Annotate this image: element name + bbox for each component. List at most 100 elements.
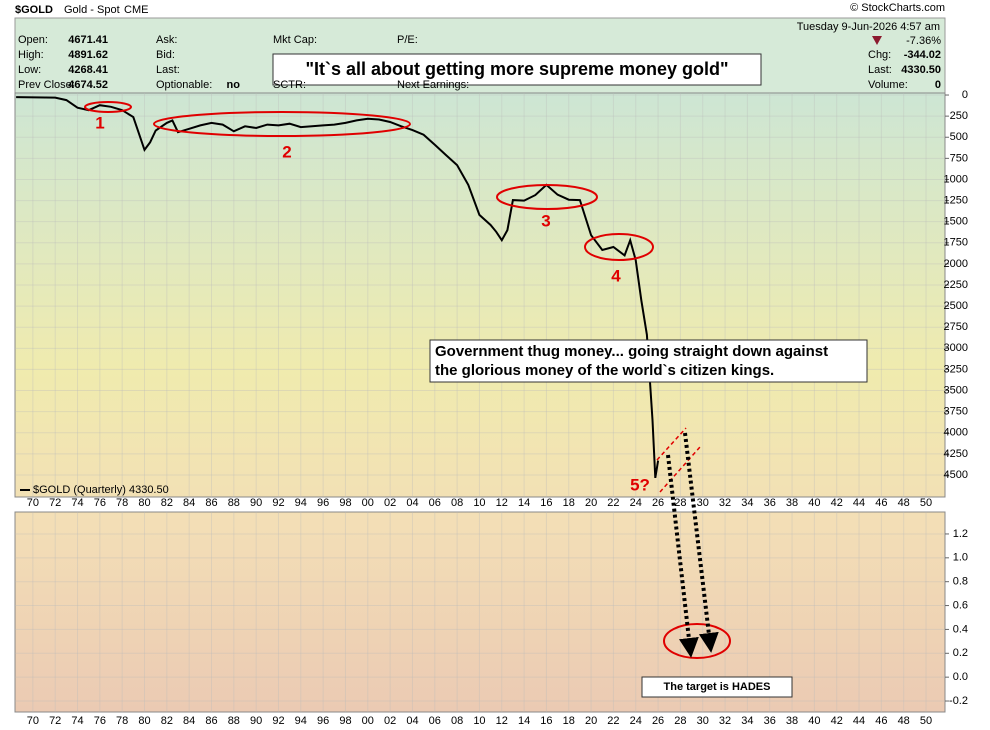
legend-label: $GOLD (Quarterly) 4330.50 xyxy=(33,484,169,496)
x-tick-label: 44 xyxy=(853,715,865,727)
x-tick-label: 26 xyxy=(652,497,664,509)
x-tick-label: 84 xyxy=(183,715,195,727)
field-label: Last: xyxy=(156,64,180,76)
x-tick-label: 42 xyxy=(831,497,843,509)
x-tick-label: 74 xyxy=(71,715,83,727)
x-tick-label: 16 xyxy=(540,497,552,509)
y-tick-label: 0.0 xyxy=(953,671,968,683)
field-value: -344.02 xyxy=(904,49,941,61)
x-tick-label: 36 xyxy=(764,715,776,727)
x-tick-label: 14 xyxy=(518,715,530,727)
x-tick-label: 50 xyxy=(920,497,932,509)
title-box xyxy=(272,53,762,86)
x-tick-label: 12 xyxy=(496,715,508,727)
y-tick-label: 2750 xyxy=(944,321,968,333)
x-tick-label: 50 xyxy=(920,715,932,727)
x-tick-label: 20 xyxy=(585,715,597,727)
x-tick-label: 92 xyxy=(272,715,284,727)
y-tick-label: 1250 xyxy=(944,194,968,206)
y-tick-label: 0 xyxy=(962,89,968,101)
x-tick-label: 76 xyxy=(94,715,106,727)
y-tick-label: 1.0 xyxy=(953,552,968,564)
x-tick-label: 24 xyxy=(630,715,642,727)
x-tick-label: 32 xyxy=(719,715,731,727)
highlight-ellipse xyxy=(663,623,731,659)
x-tick-label: 08 xyxy=(451,497,463,509)
x-tick-label: 20 xyxy=(585,497,597,509)
y-tick-label: 3250 xyxy=(944,363,968,375)
highlight-ellipse xyxy=(496,184,598,210)
x-tick-label: 18 xyxy=(563,497,575,509)
x-tick-label: 48 xyxy=(898,715,910,727)
y-tick-label: 2500 xyxy=(944,300,968,312)
field-value: 4674.52 xyxy=(68,79,108,91)
highlight-ellipse xyxy=(584,233,654,261)
exchange: CME xyxy=(124,4,148,16)
annotation-label: 1 xyxy=(95,113,104,132)
y-tick-label: 4250 xyxy=(944,448,968,460)
field-value: 4268.41 xyxy=(68,64,108,76)
x-tick-label: 92 xyxy=(272,497,284,509)
x-tick-label: 88 xyxy=(228,497,240,509)
annotation-label: 5? xyxy=(630,475,650,494)
field-label: SCTR: xyxy=(273,79,306,91)
x-tick-label: 06 xyxy=(429,715,441,727)
field-label: Volume: xyxy=(868,79,908,91)
channel-line xyxy=(659,446,701,493)
indicator-panel xyxy=(14,511,946,713)
x-tick-label: 82 xyxy=(161,715,173,727)
x-tick-label: 18 xyxy=(563,715,575,727)
x-tick-label: 84 xyxy=(183,497,195,509)
field-label: P/E: xyxy=(397,34,418,46)
y-tick-label: 750 xyxy=(950,152,968,164)
highlight-ellipse xyxy=(84,101,132,113)
x-tick-label: 74 xyxy=(71,497,83,509)
field-value: no xyxy=(227,79,241,91)
change-pct: -7.36% xyxy=(906,35,941,47)
gov-callout: the glorious money of the world`s citize… xyxy=(435,362,774,379)
x-tick-label: 10 xyxy=(473,497,485,509)
x-tick-label: 02 xyxy=(384,497,396,509)
annotation-label: 3 xyxy=(541,211,550,230)
x-tick-label: 70 xyxy=(27,715,39,727)
x-tick-label: 00 xyxy=(362,715,374,727)
down-arrow xyxy=(872,36,882,45)
x-tick-label: 10 xyxy=(473,715,485,727)
x-tick-label: 72 xyxy=(49,497,61,509)
y-tick-label: 1000 xyxy=(944,173,968,185)
field-label: Chg: xyxy=(868,49,891,61)
x-tick-label: 02 xyxy=(384,715,396,727)
y-tick-label: 500 xyxy=(950,131,968,143)
y-tick-label: 0.2 xyxy=(953,647,968,659)
x-tick-label: 96 xyxy=(317,715,329,727)
x-tick-label: 46 xyxy=(875,497,887,509)
x-tick-label: 04 xyxy=(406,497,418,509)
field-label: Bid: xyxy=(156,49,175,61)
x-tick-label: 48 xyxy=(898,497,910,509)
x-tick-label: 98 xyxy=(339,715,351,727)
target-callout: The target is HADES xyxy=(664,681,771,693)
x-tick-label: 86 xyxy=(205,715,217,727)
field-label: Next Earnings: xyxy=(397,79,469,91)
field-label: Low: xyxy=(18,64,41,76)
y-tick-label: 1750 xyxy=(944,237,968,249)
y-tick-label: 3000 xyxy=(944,342,968,354)
symbol: $GOLD xyxy=(15,4,53,16)
x-tick-label: 38 xyxy=(786,715,798,727)
x-tick-label: 22 xyxy=(607,715,619,727)
price-panel xyxy=(14,92,946,498)
x-tick-label: 16 xyxy=(540,715,552,727)
x-tick-label: 12 xyxy=(496,497,508,509)
down-arrow-path xyxy=(666,454,699,658)
x-tick-label: 90 xyxy=(250,497,262,509)
y-tick-label: 3750 xyxy=(944,406,968,418)
price-line xyxy=(16,96,660,479)
x-tick-label: 38 xyxy=(786,497,798,509)
highlight-ellipse xyxy=(153,111,411,137)
x-tick-label: 78 xyxy=(116,715,128,727)
x-tick-label: 78 xyxy=(116,497,128,509)
y-tick-label: 0.4 xyxy=(953,623,968,635)
x-tick-label: 44 xyxy=(853,497,865,509)
x-tick-label: 46 xyxy=(875,715,887,727)
